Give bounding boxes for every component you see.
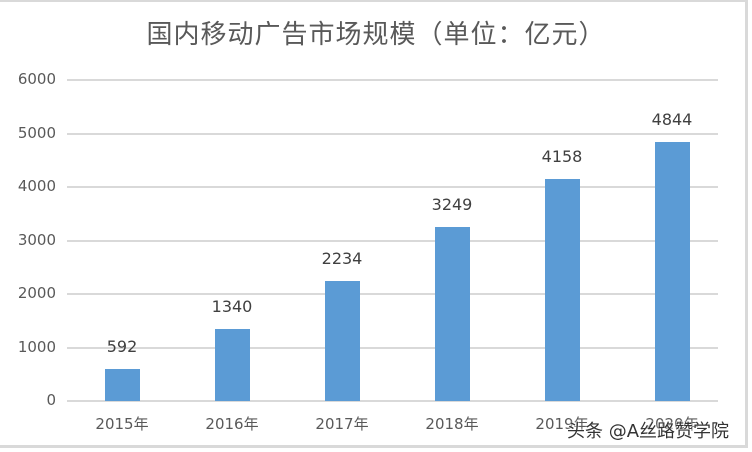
y-tick-label: 6000 [17,70,56,88]
gridline [67,293,718,295]
data-label: 2234 [321,249,363,269]
watermark: 头条 @A丝路赞学院 [567,421,730,442]
data-label: 3249 [431,195,473,215]
y-tick-label: 5000 [17,123,56,142]
x-tick-label: 2020年 [645,415,699,433]
gridline [67,400,718,402]
data-label: 4158 [541,146,583,166]
y-tick-label: 2000 [17,284,56,302]
x-tick-label: 2019年 [535,415,589,433]
bar [544,178,580,401]
gridline [67,79,718,81]
y-tick-label: 0 [46,391,56,409]
x-tick-label: 2015年 [95,415,149,433]
chart-title: 国内移动广告市场规模（单位：亿元） [146,20,606,50]
bar [654,141,690,401]
x-tick-label: 2018年 [425,415,479,433]
gridline [67,186,718,188]
x-tick-label: 2017年 [315,415,369,433]
bar [214,329,250,401]
y-tick-label: 1000 [17,337,56,356]
gridline [67,239,718,242]
data-label: 4844 [651,109,693,129]
bar [434,227,470,401]
y-tick-label: 3000 [17,230,56,249]
gridline [67,132,718,135]
data-label: 1340 [211,297,253,317]
data-label: 592 [106,337,138,357]
bar [324,281,360,401]
bar [104,369,140,401]
y-tick-label: 4000 [17,177,56,195]
x-tick-label: 2016年 [205,415,259,433]
gridline [67,346,718,349]
